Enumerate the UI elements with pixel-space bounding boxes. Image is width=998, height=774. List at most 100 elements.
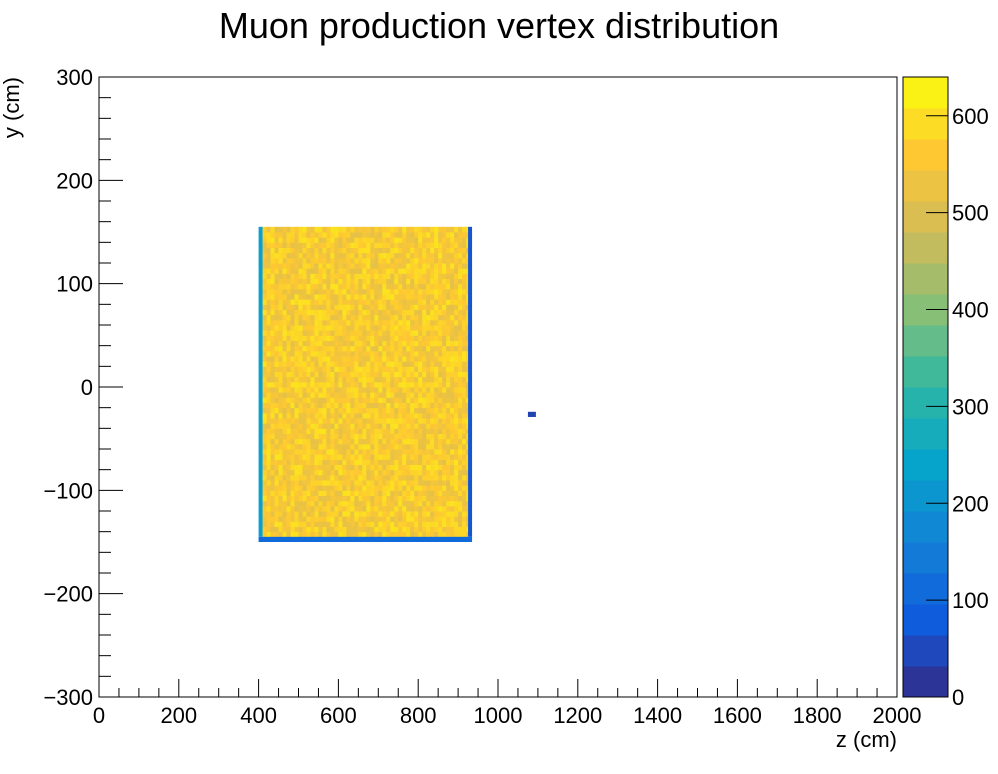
heatmap-cell — [454, 376, 459, 383]
heatmap-cell — [294, 278, 299, 285]
heatmap-cell — [390, 443, 395, 450]
heatmap-cell — [402, 387, 407, 393]
heatmap-cell — [278, 516, 284, 522]
heatmap-cell — [450, 392, 455, 398]
heatmap-cell — [354, 511, 359, 517]
heatmap-cell — [326, 392, 331, 398]
heatmap-cell — [326, 273, 331, 279]
heatmap-cell — [406, 314, 411, 321]
heatmap-cell — [358, 495, 363, 502]
heatmap-cell — [446, 340, 451, 347]
heatmap-cell — [362, 495, 367, 502]
heatmap-cell — [382, 304, 387, 310]
y-tick-label: 300 — [56, 65, 93, 90]
heatmap-cell — [466, 340, 469, 347]
heatmap-cell — [462, 438, 467, 445]
heatmap-cell — [326, 443, 331, 450]
heatmap-cell — [390, 428, 395, 434]
heatmap-cell — [290, 325, 296, 331]
heatmap-cell — [338, 335, 343, 341]
heatmap-cell — [274, 428, 280, 434]
heatmap-cell — [362, 350, 367, 357]
heatmap-cell — [438, 418, 443, 424]
heatmap-cell — [354, 376, 359, 383]
heatmap-cell — [314, 268, 319, 274]
heatmap-cell — [266, 304, 272, 310]
heatmap-cell — [278, 505, 284, 512]
heatmap-cell — [382, 443, 387, 450]
heatmap-cell — [458, 237, 463, 243]
heatmap-cell — [434, 340, 439, 347]
heatmap-cell — [458, 356, 463, 362]
heatmap-cell — [298, 474, 303, 481]
heatmap-cell — [462, 392, 467, 398]
heatmap-cell — [414, 392, 419, 398]
heatmap-cell — [386, 340, 391, 347]
heatmap-cell — [446, 387, 451, 393]
heatmap-cell — [394, 314, 399, 321]
heatmap-cell — [302, 226, 307, 233]
heatmap-cell — [442, 495, 447, 502]
heatmap-cell — [326, 526, 331, 533]
heatmap-cell — [454, 345, 459, 352]
heatmap-cell — [334, 350, 339, 357]
heatmap-cell — [274, 268, 280, 274]
heatmap-cell — [294, 505, 299, 512]
heatmap-cell — [410, 474, 415, 481]
heatmap-cell — [298, 294, 303, 300]
heatmap-cell — [438, 304, 443, 310]
heatmap-cell — [330, 237, 335, 243]
heatmap-cell — [314, 325, 319, 331]
heatmap-cell — [402, 511, 407, 517]
heatmap-cell — [422, 407, 427, 414]
heatmap-cell — [466, 516, 469, 522]
heatmap-cell — [318, 376, 323, 383]
heatmap-cell — [314, 371, 319, 378]
heatmap-cell — [414, 340, 419, 347]
heatmap-cell — [290, 505, 296, 512]
heatmap-cell — [274, 438, 280, 445]
heatmap-cell — [334, 288, 339, 295]
heatmap-cell — [358, 423, 363, 429]
heatmap-cell — [422, 376, 427, 383]
heatmap-cell — [330, 474, 335, 481]
heatmap-cell — [426, 438, 431, 445]
heatmap-cell — [342, 330, 347, 336]
heatmap-cell — [426, 516, 431, 522]
heatmap-cell — [346, 495, 351, 502]
heatmap-cell — [406, 242, 411, 248]
heatmap-cell — [370, 407, 375, 414]
heatmap-cell — [462, 402, 467, 409]
heatmap-cell — [334, 474, 339, 481]
heatmap-cell — [446, 511, 451, 517]
heatmap-cell — [350, 495, 355, 502]
heatmap-cell — [422, 288, 427, 295]
heatmap-cell — [354, 325, 359, 331]
heatmap-cell — [278, 464, 284, 471]
heatmap-cell — [326, 464, 331, 471]
heatmap-cell — [414, 418, 419, 424]
heatmap-cell — [262, 268, 268, 274]
heatmap-cell — [430, 474, 435, 481]
heatmap-cell — [438, 449, 443, 455]
heatmap-cell — [310, 490, 315, 496]
heatmap-cell — [314, 257, 319, 264]
heatmap-cell — [398, 371, 403, 378]
heatmap-cell — [266, 294, 272, 300]
heatmap-cell — [350, 443, 355, 450]
heatmap-cell — [466, 402, 469, 409]
heatmap-cell — [434, 345, 439, 352]
heatmap-cell — [390, 314, 395, 321]
heatmap-cell — [410, 485, 415, 491]
heatmap-cell — [310, 356, 315, 362]
heatmap-cell — [394, 485, 399, 491]
heatmap-cell — [402, 257, 407, 264]
heatmap-cell — [430, 314, 435, 321]
heatmap-cell — [342, 397, 347, 403]
heatmap-cell — [446, 526, 451, 533]
heatmap-cell — [466, 511, 469, 517]
heatmap-cell — [434, 237, 439, 243]
heatmap-cell — [294, 490, 299, 496]
heatmap-cell — [262, 480, 268, 486]
heatmap-cell — [386, 402, 391, 409]
